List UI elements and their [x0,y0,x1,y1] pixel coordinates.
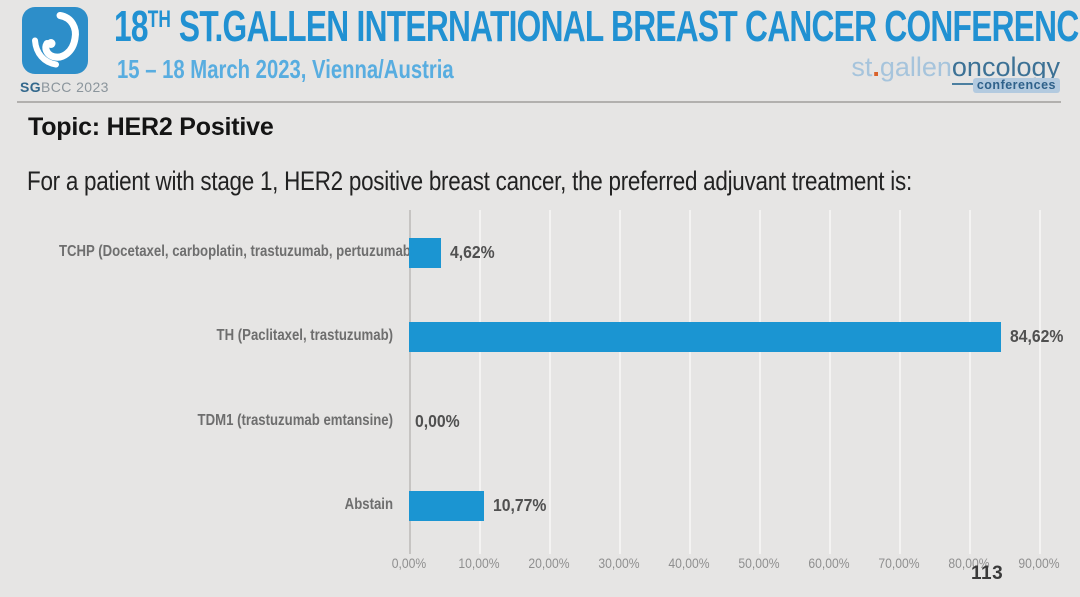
conference-subtitle: 15 – 18 March 2023, Vienna/Austria [117,54,454,84]
gridline [829,210,831,554]
conference-title: 18TH ST.GALLEN INTERNATIONAL BREAST CANC… [114,2,1080,52]
brand-gallen: gallen [879,52,952,82]
plot-area [409,210,1041,554]
x-axis: 0,00% 10,00% 20,00% 30,00% 40,00% 50,00% 60,00… [0,556,1080,576]
bar [409,491,484,522]
x-tick-label: 0,00% [391,556,427,571]
conference-title-rest: ST.GALLEN INTERNATIONAL BREAST CANCER CO… [170,2,1080,51]
category-label: TCHP (Docetaxel, carboplatin, trastuzuma… [58,242,416,260]
x-tick-label: 60,00% [808,556,850,571]
brand-dot: . [872,52,880,82]
logo-caption: SGBCC 2023 [20,79,108,95]
x-tick-label: 90,00% [1018,556,1060,571]
logo-caption-bold: SG [20,79,42,95]
x-tick-label: 40,00% [668,556,710,571]
bar [409,237,441,268]
poll-question: For a patient with stage 1, HER2 positiv… [27,166,912,196]
sgbcc-logo-icon [22,7,88,74]
gridline [1039,210,1041,554]
logo-caption-rest: BCC 2023 [41,79,109,95]
category-label: TH (Paclitaxel, trastuzumab) [216,327,393,345]
category-label: Abstain [344,496,393,514]
bar [409,322,1001,353]
category-label: TDM1 (trastuzumab emtansine) [197,411,393,429]
brand-st: st [851,52,873,82]
stgallen-oncology-logo: st.gallenoncology conferences [851,52,1060,96]
header-divider [17,101,1061,103]
value-label: 4,62% [450,241,495,262]
x-tick-label: 30,00% [598,556,640,571]
y-axis-line [409,210,411,554]
conference-title-number: 18 [114,2,149,51]
x-tick-label: 80,00% [948,556,990,571]
gridline [479,210,481,554]
x-tick-label: 10,00% [458,556,500,571]
conference-title-sup: TH [147,6,171,33]
gridline [549,210,551,554]
x-tick-label: 20,00% [528,556,570,571]
value-label: 0,00% [415,410,460,431]
x-tick-label: 50,00% [738,556,780,571]
gridline [899,210,901,554]
value-label: 84,62% [1010,326,1064,347]
gridline [759,210,761,554]
gridline [689,210,691,554]
page-number: 113 [971,563,1004,584]
brand-conferences-badge: conferences [972,78,1060,93]
x-tick-label: 70,00% [878,556,920,571]
brand-oncology: oncology [951,52,1060,85]
gridline [619,210,621,554]
value-label: 10,77% [493,495,547,516]
gridline [969,210,971,554]
topic-heading: Topic: HER2 Positive [28,113,274,141]
